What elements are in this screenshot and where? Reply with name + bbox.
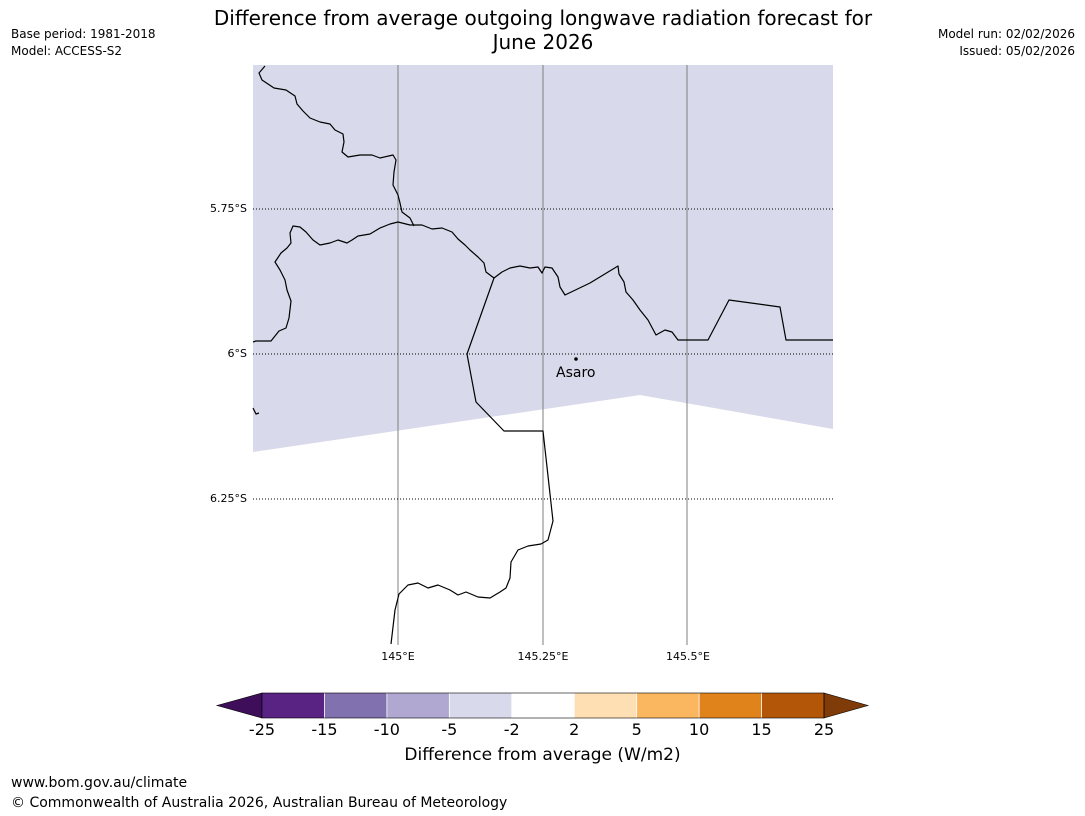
lat-label: 6.25°S: [210, 492, 247, 505]
colorbar-tick-label: -25: [248, 720, 276, 739]
lon-label: 145.5°E: [666, 650, 710, 663]
model-text: Model: ACCESS-S2: [11, 44, 123, 58]
title-line-2: June 2026: [492, 30, 594, 54]
issued-text: Issued: 05/02/2026: [959, 44, 1075, 58]
asaro-marker: [574, 357, 578, 361]
model-run-text: Model run: 02/02/2026: [937, 27, 1075, 41]
colorbar-extend-high: [823, 692, 870, 719]
colorbar-box: [324, 693, 387, 718]
footer-url[interactable]: www.bom.gov.au/climate: [11, 775, 188, 791]
footer-copyright: © Commonwealth of Australia 2026, Austra…: [11, 795, 508, 811]
colorbar-tick-label: 5: [631, 720, 642, 739]
boundary-north: [258, 65, 415, 227]
colorbar-tick-label: 25: [813, 720, 835, 739]
colorbar-box: [699, 693, 762, 718]
colorbar-extend-low: [215, 692, 263, 719]
colorbar-tick-label: -10: [373, 720, 400, 739]
colorbar-box: [511, 693, 575, 718]
colorbar-box: [574, 693, 637, 718]
lat-label: 5.75°S: [210, 202, 247, 215]
colorbar-tick-label: -2: [503, 720, 520, 739]
lon-label: 145.25°E: [517, 650, 569, 663]
boundary-south: [390, 277, 554, 645]
colorbar-tick-label: -15: [311, 720, 338, 739]
place-label-asaro: Asaro: [556, 365, 596, 381]
boundary-central: [252, 221, 833, 343]
lat-label: 6°S: [227, 347, 247, 360]
colorbar-box: [636, 693, 700, 718]
base-period-text: Base period: 1981-2018: [11, 27, 156, 41]
colorbar-tick-label: 10: [688, 720, 710, 739]
lon-label: 145°E: [381, 650, 415, 663]
colorbar-box: [449, 693, 512, 718]
colorbar-title: Difference from average (W/m2): [404, 745, 681, 765]
page-title: Difference from average outgoing longwav…: [150, 6, 936, 54]
boundary-west-stub: [252, 407, 260, 415]
title-line-1: Difference from average outgoing longwav…: [213, 6, 873, 30]
colorbar-box: [262, 693, 325, 718]
colorbar-box: [761, 693, 824, 718]
colorbar-tick-label: 15: [751, 720, 772, 739]
colorbar-outline: [261, 692, 825, 719]
colorbar-tick-label: -5: [441, 720, 458, 739]
colorbar-tick-label: 2: [569, 720, 580, 739]
colorbar-box: [386, 693, 450, 718]
